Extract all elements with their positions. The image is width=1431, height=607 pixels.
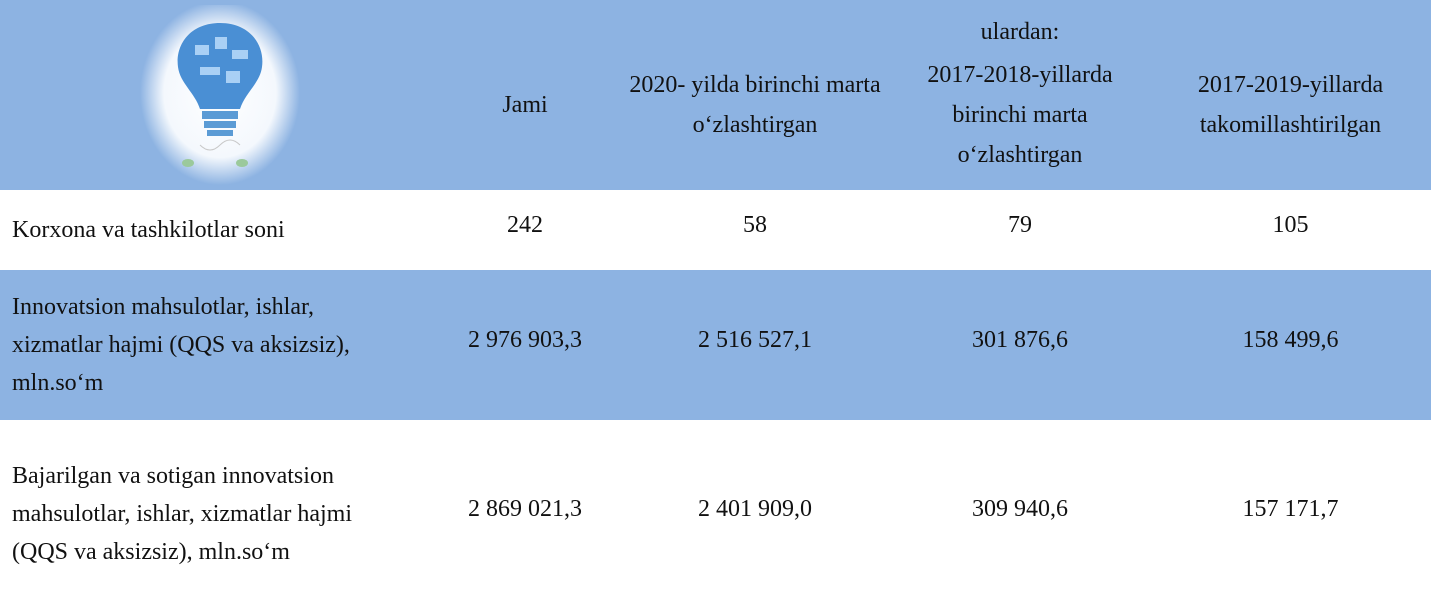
cell-value: 2 401 909,0 <box>615 420 895 597</box>
cell-value: 58 <box>615 190 895 260</box>
cell-value: 79 <box>895 190 1145 260</box>
lightbulb-icon <box>140 5 300 185</box>
row-label: Bajarilgan va sotigan innovatsion mahsul… <box>12 420 404 607</box>
column-header: 2020- yilda birinchi marta o‘zlashtirgan <box>615 45 895 165</box>
cell-value: 2 869 021,3 <box>440 420 610 597</box>
cell-value: 158 499,6 <box>1150 270 1431 410</box>
cell-value: 309 940,6 <box>895 420 1145 597</box>
column-header: 2017-2018-yillarda birinchi marta o‘zlas… <box>895 45 1145 185</box>
row-label: Innovatsion mahsulotlar, ishlar, xizmatl… <box>12 270 404 420</box>
row-label: Korxona va tashkilotlar soni <box>12 190 404 270</box>
cell-value: 242 <box>440 190 610 260</box>
cell-value: 301 876,6 <box>895 270 1145 410</box>
cell-value: 2 976 903,3 <box>440 270 610 410</box>
column-header: 2017-2019-yillarda takomillashtirilgan <box>1150 45 1431 165</box>
column-header: Jami <box>440 45 610 165</box>
page: {"table": { "group_header": "ulardan:", … <box>0 0 1431 607</box>
cell-value: 157 171,7 <box>1150 420 1431 597</box>
cell-value: 2 516 527,1 <box>615 270 895 410</box>
cell-value: 105 <box>1150 190 1431 260</box>
